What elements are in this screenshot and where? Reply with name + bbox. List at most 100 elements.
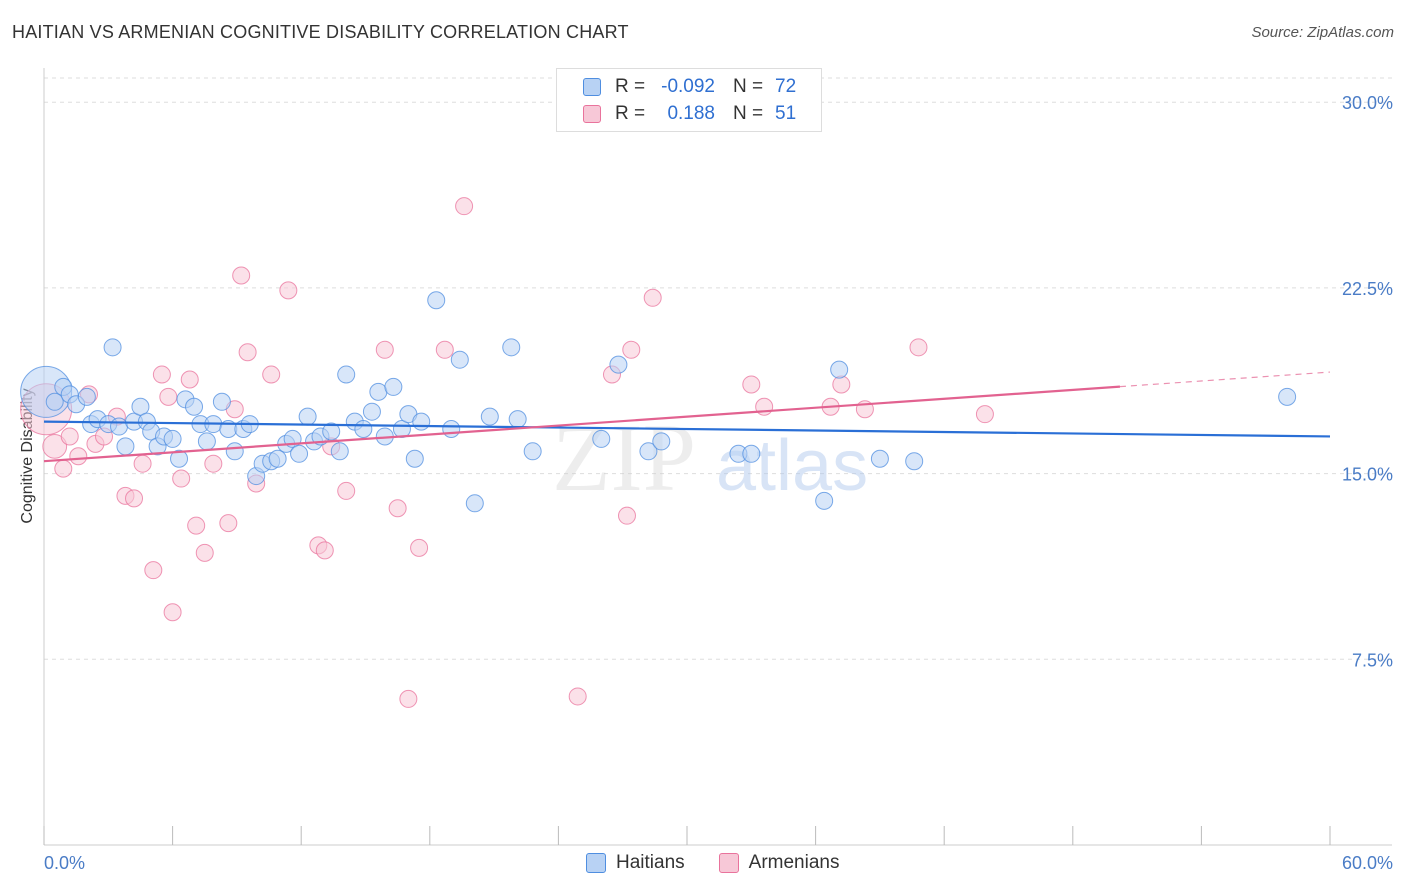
y-tick-label: 7.5% <box>1352 650 1393 670</box>
haitian-point <box>609 355 628 374</box>
y-tick-label: 22.5% <box>1342 279 1393 299</box>
trend-layer <box>43 371 1331 463</box>
series-name-armenians: Armenians <box>748 852 840 873</box>
haitian-point <box>652 432 671 451</box>
armenian-point <box>144 561 163 580</box>
haitian-point <box>268 449 287 468</box>
haitian-point <box>465 494 484 513</box>
series-swatch-haitians <box>586 853 606 873</box>
legend-row-haitians: R = -0.092 N = 72 <box>557 74 796 100</box>
haitian-point <box>412 412 431 431</box>
armenian-point <box>152 365 171 384</box>
armenian-point <box>643 288 662 307</box>
haitian-point <box>110 417 129 436</box>
armenian-point <box>133 454 152 473</box>
legend-swatch-haitians <box>583 78 601 96</box>
haitian-point <box>77 387 96 406</box>
haitian-point <box>103 338 122 357</box>
armenian-point <box>375 340 394 359</box>
legend-row-armenians: R = 0.188 N = 51 <box>557 101 796 127</box>
legend-r-value: -0.092 <box>661 76 715 97</box>
haitian-point <box>322 422 341 441</box>
armenian-point <box>279 281 298 300</box>
haitian-point <box>337 365 356 384</box>
haitian-point <box>197 432 216 451</box>
haitian-point <box>905 452 924 471</box>
legend-r-value: 0.188 <box>667 103 715 124</box>
haitian-point <box>639 442 658 461</box>
haitian-point <box>427 291 446 310</box>
armenian-point <box>742 375 761 394</box>
haitian-point <box>163 429 182 448</box>
armenian-point <box>60 427 79 446</box>
axis-layer <box>43 68 1392 846</box>
armenian-point <box>187 516 206 535</box>
haitian-point <box>212 392 231 411</box>
haitian-point <box>330 442 349 461</box>
x-tick-label-max: 60.0% <box>1342 853 1393 873</box>
armenian-point <box>54 459 73 478</box>
armenian-point <box>180 370 199 389</box>
correlation-legend: R = -0.092 N = 72 R = 0.188 N = 51 <box>556 68 822 132</box>
armenian-point <box>399 689 418 708</box>
tick-labels-layer: 7.5% 15.0% 22.5% 30.0% 0.0% 60.0% <box>44 93 1393 873</box>
armenian-point <box>909 338 928 357</box>
series-name-haitians: Haitians <box>616 852 685 873</box>
haitian-point <box>592 429 611 448</box>
armenian-point <box>410 538 429 557</box>
haitian-point <box>290 444 309 463</box>
armenians-trend-extension <box>1119 371 1331 388</box>
haitian-point <box>815 491 834 510</box>
y-tick-label: 15.0% <box>1342 465 1393 485</box>
armenian-point <box>232 266 251 285</box>
watermark-atlas: atlas <box>716 426 868 506</box>
armenian-point <box>435 340 454 359</box>
armenian-point <box>125 489 144 508</box>
armenian-point <box>204 454 223 473</box>
series-legend: Haitians Armenians <box>586 852 873 874</box>
legend-swatch-armenians <box>583 105 601 123</box>
haitian-point <box>1278 387 1297 406</box>
armenian-point <box>388 499 407 518</box>
haitian-point <box>450 350 469 369</box>
haitians-trend-line <box>43 420 1331 438</box>
haitian-point <box>508 410 527 429</box>
haitian-point <box>131 397 150 416</box>
armenian-point <box>617 506 636 525</box>
legend-r-label: R = <box>615 103 646 124</box>
haitian-point <box>116 437 135 456</box>
armenian-point <box>219 514 238 533</box>
armenian-point <box>163 603 182 622</box>
armenian-point <box>975 405 994 424</box>
haitian-point <box>354 420 373 439</box>
armenian-point <box>69 447 88 466</box>
haitian-point <box>742 444 761 463</box>
armenian-point <box>455 197 474 216</box>
series-legend-haitians[interactable]: Haitians <box>586 852 685 874</box>
haitian-point <box>480 407 499 426</box>
chart-title: HAITIAN VS ARMENIAN COGNITIVE DISABILITY… <box>12 22 629 42</box>
haitian-point <box>225 442 244 461</box>
haitian-point <box>185 397 204 416</box>
haitian-point <box>45 392 64 411</box>
armenian-point <box>337 481 356 500</box>
legend-r-label: R = <box>615 76 646 97</box>
armenian-point <box>568 687 587 706</box>
haitian-point <box>830 360 849 379</box>
series-legend-armenians[interactable]: Armenians <box>718 852 840 874</box>
armenian-point <box>622 340 641 359</box>
armenians-trend-line <box>43 385 1121 463</box>
haitian-point <box>502 338 521 357</box>
haitian-point <box>870 449 889 468</box>
legend-n-value: 51 <box>775 103 797 124</box>
armenian-point <box>315 541 334 560</box>
haitian-point <box>405 449 424 468</box>
armenian-point <box>262 365 281 384</box>
armenian-point <box>832 375 851 394</box>
haitian-point <box>384 377 403 396</box>
source-credit: Source: ZipAtlas.com <box>1251 24 1394 41</box>
armenian-point <box>238 343 257 362</box>
armenian-point <box>172 469 191 488</box>
armenian-point <box>159 387 178 406</box>
